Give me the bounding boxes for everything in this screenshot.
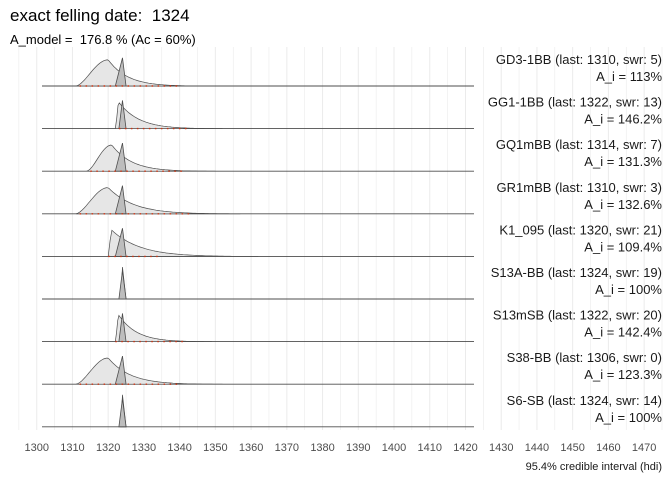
- series-label: GR1mBB (last: 1310, swr: 3): [497, 180, 662, 195]
- x-tick-label: 1420: [453, 442, 477, 454]
- prior-density: [75, 59, 209, 87]
- panel-gq1mbb: GQ1mBB (last: 1314, swr: 7) A_i = 131.3%: [42, 137, 662, 172]
- posterior-density: [114, 57, 127, 87]
- x-tick-label: 1470: [632, 442, 656, 454]
- series-label: GG1-1BB (last: 1322, swr: 13): [488, 95, 662, 110]
- agreement-index: A_i = 132.6%: [584, 197, 662, 212]
- x-tick-label: 1310: [60, 442, 84, 454]
- x-tick-label: 1330: [132, 442, 156, 454]
- x-tick-label: 1430: [489, 442, 513, 454]
- posterior-density: [114, 355, 127, 385]
- agreement-index: A_i = 146.2%: [584, 112, 662, 127]
- agreement-index: A_i = 100%: [595, 282, 662, 297]
- posterior-density: [114, 185, 127, 215]
- panel-s13a-bb: S13A-BB (last: 1324, swr: 19) A_i = 100%: [42, 265, 662, 300]
- x-tick-label: 1350: [203, 442, 227, 454]
- agreement-index: A_i = 131.3%: [584, 154, 662, 169]
- series-label: GD3-1BB (last: 1310, swr: 5): [496, 52, 662, 67]
- panel-s13msb: S13mSB (last: 1322, swr: 20) A_i = 142.4%: [42, 308, 662, 343]
- chart-caption: 95.4% credible interval (hdi): [526, 461, 662, 473]
- x-tick-label: 1300: [24, 442, 48, 454]
- posterior-density: [118, 270, 127, 300]
- posterior-density: [118, 100, 127, 129]
- grid-layer: [18, 47, 663, 430]
- panel-s38-bb: S38-BB (last: 1306, swr: 0) A_i = 123.3%: [42, 350, 662, 385]
- x-tick-label: 1340: [167, 442, 191, 454]
- x-tick-label: 1460: [596, 442, 620, 454]
- x-tick-label: 1380: [310, 442, 334, 454]
- x-tick-label: 1400: [382, 442, 406, 454]
- x-tick-label: 1360: [239, 442, 263, 454]
- panel-gr1mbb: GR1mBB (last: 1310, swr: 3) A_i = 132.6%: [42, 180, 662, 215]
- prior-density: [86, 144, 216, 172]
- series-label: S13A-BB (last: 1324, swr: 19): [491, 265, 662, 280]
- x-tick-label: 1390: [346, 442, 370, 454]
- agreement-index: A_i = 109.4%: [584, 239, 662, 254]
- panels-layer: GD3-1BB (last: 1310, swr: 5) A_i = 113% GG…: [42, 52, 662, 428]
- series-label: GQ1mBB (last: 1314, swr: 7): [496, 137, 662, 152]
- panel-gd3-1bb: GD3-1BB (last: 1310, swr: 5) A_i = 113%: [42, 52, 662, 87]
- agreement-index: A_i = 113%: [596, 69, 662, 84]
- x-tick-label: 1410: [418, 442, 442, 454]
- posterior-density: [118, 398, 127, 428]
- panel-gg1-1bb: GG1-1BB (last: 1322, swr: 13) A_i = 146.2…: [42, 95, 662, 130]
- agreement-index: A_i = 123.3%: [584, 367, 662, 382]
- prior-density: [114, 314, 212, 342]
- x-axis: 1300 1310 1320 1330 1340 1350 1360 1370 1380 1390…: [24, 442, 656, 454]
- series-label: S13mSB (last: 1322, swr: 20): [493, 308, 662, 323]
- chart-subtitle: A_model = 176.8 % (Ac = 60%): [10, 32, 196, 47]
- chart-title: exact felling date: 1324: [10, 6, 190, 25]
- series-label: S38-BB (last: 1306, swr: 0): [507, 350, 662, 365]
- x-tick-label: 1370: [275, 442, 299, 454]
- agreement-index: A_i = 100%: [595, 410, 662, 425]
- x-tick-label: 1320: [96, 442, 120, 454]
- agreement-index: A_i = 142.4%: [584, 325, 662, 340]
- prior-density: [75, 357, 223, 385]
- x-tick-label: 1450: [560, 442, 584, 454]
- panel-s6-sb: S6-SB (last: 1324, swr: 14) A_i = 100%: [42, 393, 662, 428]
- series-label: K1_095 (last: 1320, swr: 21): [499, 222, 662, 237]
- panel-k1-095: K1_095 (last: 1320, swr: 21) A_i = 109.4%: [42, 222, 662, 258]
- x-tick-label: 1440: [525, 442, 549, 454]
- prior-density: [107, 229, 259, 257]
- series-label: S6-SB (last: 1324, swr: 14): [507, 393, 662, 408]
- prior-density: [114, 102, 223, 129]
